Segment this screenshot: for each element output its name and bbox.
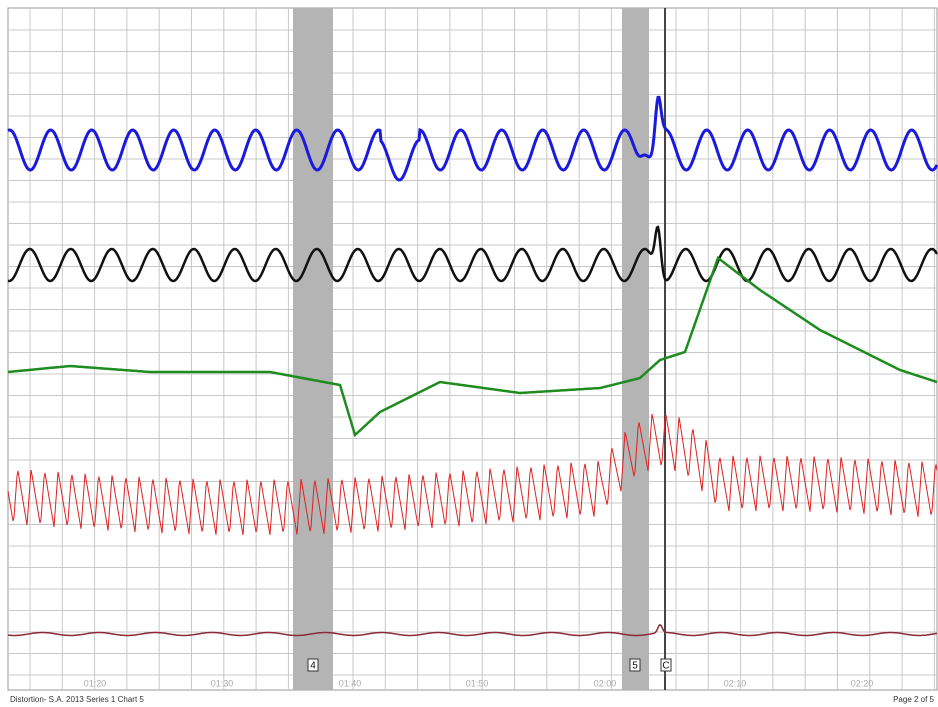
pneumo-upper — [7, 95, 938, 182]
marker-label: C — [662, 661, 669, 672]
pneumo-lower — [7, 225, 938, 283]
motion-sensor — [7, 623, 938, 637]
time-label: 02:00 — [594, 678, 617, 688]
electrodermal — [7, 255, 938, 438]
time-label: 01:50 — [466, 678, 489, 688]
marker-box — [629, 658, 641, 672]
cardio — [7, 413, 938, 536]
time-label: 01:30 — [211, 678, 234, 688]
question-band — [293, 8, 333, 690]
labels: 01:20 01:30 01:40 01:50 02:00 02:10 02:20 4 5 C — [84, 658, 874, 688]
time-label: 02:10 — [724, 678, 747, 688]
time-label: 02:20 — [851, 678, 874, 688]
marker-label: 4 — [310, 661, 316, 672]
marker-label: 5 — [632, 661, 638, 672]
footer-right: Page 2 of 5 — [893, 695, 934, 704]
question-band — [622, 8, 649, 690]
grid — [8, 8, 937, 690]
marker-box — [307, 658, 319, 672]
footer-left: Distortion- S.A. 2013 Series 1 Chart 5 — [10, 695, 144, 704]
waveforms — [7, 95, 938, 637]
time-label: 01:40 — [339, 678, 362, 688]
chart-frame — [7, 7, 938, 691]
time-label: 01:20 — [84, 678, 107, 688]
marker-box — [660, 658, 672, 672]
